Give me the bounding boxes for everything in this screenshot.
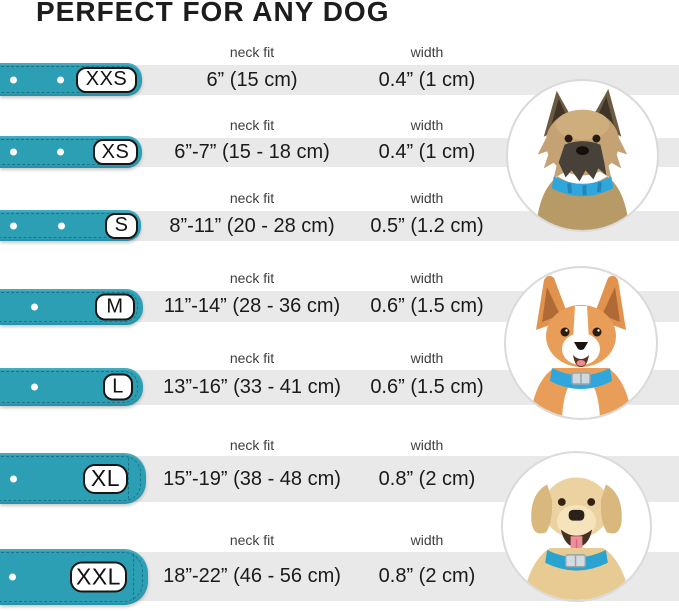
size-label: XS bbox=[93, 139, 138, 165]
collar-hole bbox=[57, 148, 64, 156]
collar-hole bbox=[31, 303, 38, 311]
neck-fit-value: 11”-14” (28 - 36 cm) bbox=[163, 295, 341, 317]
column-header-width: width bbox=[410, 437, 444, 453]
collar-hole bbox=[31, 383, 38, 391]
collar-strap: XL bbox=[0, 453, 146, 504]
width-value: 0.6” (1.5 cm) bbox=[370, 295, 484, 317]
collar-hole bbox=[57, 76, 64, 83]
collar-hole bbox=[10, 475, 17, 482]
collar-strap: XXS bbox=[0, 63, 142, 96]
collar-strap: L bbox=[0, 368, 143, 406]
labrador-illustration bbox=[522, 477, 631, 600]
column-header-neck-fit: neck fit bbox=[229, 532, 275, 548]
width-value: 0.4” (1 cm) bbox=[378, 69, 476, 91]
cairn-terrier-illustration bbox=[535, 88, 630, 230]
size-label: XXL bbox=[70, 561, 127, 593]
neck-fit-value: 6”-7” (15 - 18 cm) bbox=[174, 141, 330, 163]
collar-strap: S bbox=[0, 210, 141, 241]
collar-hole bbox=[58, 222, 65, 229]
collar-hole bbox=[9, 573, 16, 581]
stitch-outline bbox=[0, 292, 138, 322]
column-header-width: width bbox=[410, 190, 444, 206]
size-label: XXS bbox=[76, 66, 137, 93]
column-header-width: width bbox=[410, 44, 444, 60]
cairn-terrier-photo bbox=[506, 79, 659, 232]
collar-hole bbox=[10, 222, 17, 229]
collar-hole bbox=[10, 148, 17, 156]
column-header-width: width bbox=[410, 270, 444, 286]
collar-strap: XS bbox=[0, 136, 142, 168]
width-value: 0.4” (1 cm) bbox=[378, 141, 476, 163]
column-header-neck-fit: neck fit bbox=[229, 190, 275, 206]
column-header-neck-fit: neck fit bbox=[229, 437, 275, 453]
neck-fit-value: 13”-16” (33 - 41 cm) bbox=[163, 376, 341, 398]
collar-strap: XXL bbox=[0, 549, 148, 605]
neck-fit-value: 6” (15 cm) bbox=[206, 69, 298, 91]
stitch-outline bbox=[0, 456, 141, 501]
stitch-outline bbox=[0, 371, 138, 403]
width-value: 0.6” (1.5 cm) bbox=[370, 376, 484, 398]
vertical-stitch bbox=[128, 458, 129, 499]
width-value: 0.8” (2 cm) bbox=[378, 468, 476, 490]
collar-strap: M bbox=[0, 289, 143, 325]
size-label: XL bbox=[83, 463, 128, 494]
page-title: PERFECT FOR ANY DOG bbox=[36, 0, 390, 27]
column-header-neck-fit: neck fit bbox=[229, 350, 275, 366]
corgi-photo bbox=[504, 266, 658, 420]
width-value: 0.5” (1.2 cm) bbox=[370, 215, 484, 237]
column-header-neck-fit: neck fit bbox=[229, 117, 275, 133]
column-header-width: width bbox=[410, 117, 444, 133]
column-header-neck-fit: neck fit bbox=[229, 270, 275, 286]
column-header-neck-fit: neck fit bbox=[229, 44, 275, 60]
size-label: L bbox=[103, 373, 133, 401]
width-value: 0.8” (2 cm) bbox=[378, 565, 476, 587]
neck-fit-value: 18”-22” (46 - 56 cm) bbox=[163, 565, 341, 587]
column-header-width: width bbox=[410, 350, 444, 366]
neck-fit-value: 15”-19” (38 - 48 cm) bbox=[163, 468, 341, 490]
labrador-photo bbox=[501, 451, 652, 602]
column-header-width: width bbox=[410, 532, 444, 548]
corgi-illustration bbox=[530, 275, 632, 418]
size-label: S bbox=[105, 212, 138, 239]
neck-fit-value: 8”-11” (20 - 28 cm) bbox=[169, 215, 335, 237]
collar-hole bbox=[10, 76, 17, 83]
size-label: M bbox=[95, 293, 135, 321]
vertical-stitch bbox=[133, 554, 134, 600]
stitch-outline bbox=[0, 552, 143, 602]
